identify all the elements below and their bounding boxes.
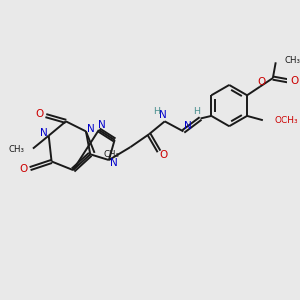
Text: O: O <box>20 164 28 174</box>
Text: N: N <box>110 158 118 169</box>
Text: CH₃: CH₃ <box>284 56 300 64</box>
Text: CH₃: CH₃ <box>8 145 24 154</box>
Text: CH₃: CH₃ <box>104 150 120 159</box>
Text: N: N <box>87 124 94 134</box>
Text: N: N <box>184 121 191 131</box>
Text: N: N <box>98 120 106 130</box>
Text: O: O <box>35 109 44 119</box>
Text: H: H <box>193 107 200 116</box>
Text: OCH₃: OCH₃ <box>275 116 298 125</box>
Text: O: O <box>159 150 167 160</box>
Text: N: N <box>159 110 166 120</box>
Text: O: O <box>290 76 298 86</box>
Text: N: N <box>40 128 47 138</box>
Text: H: H <box>153 107 160 116</box>
Text: O: O <box>257 77 266 87</box>
